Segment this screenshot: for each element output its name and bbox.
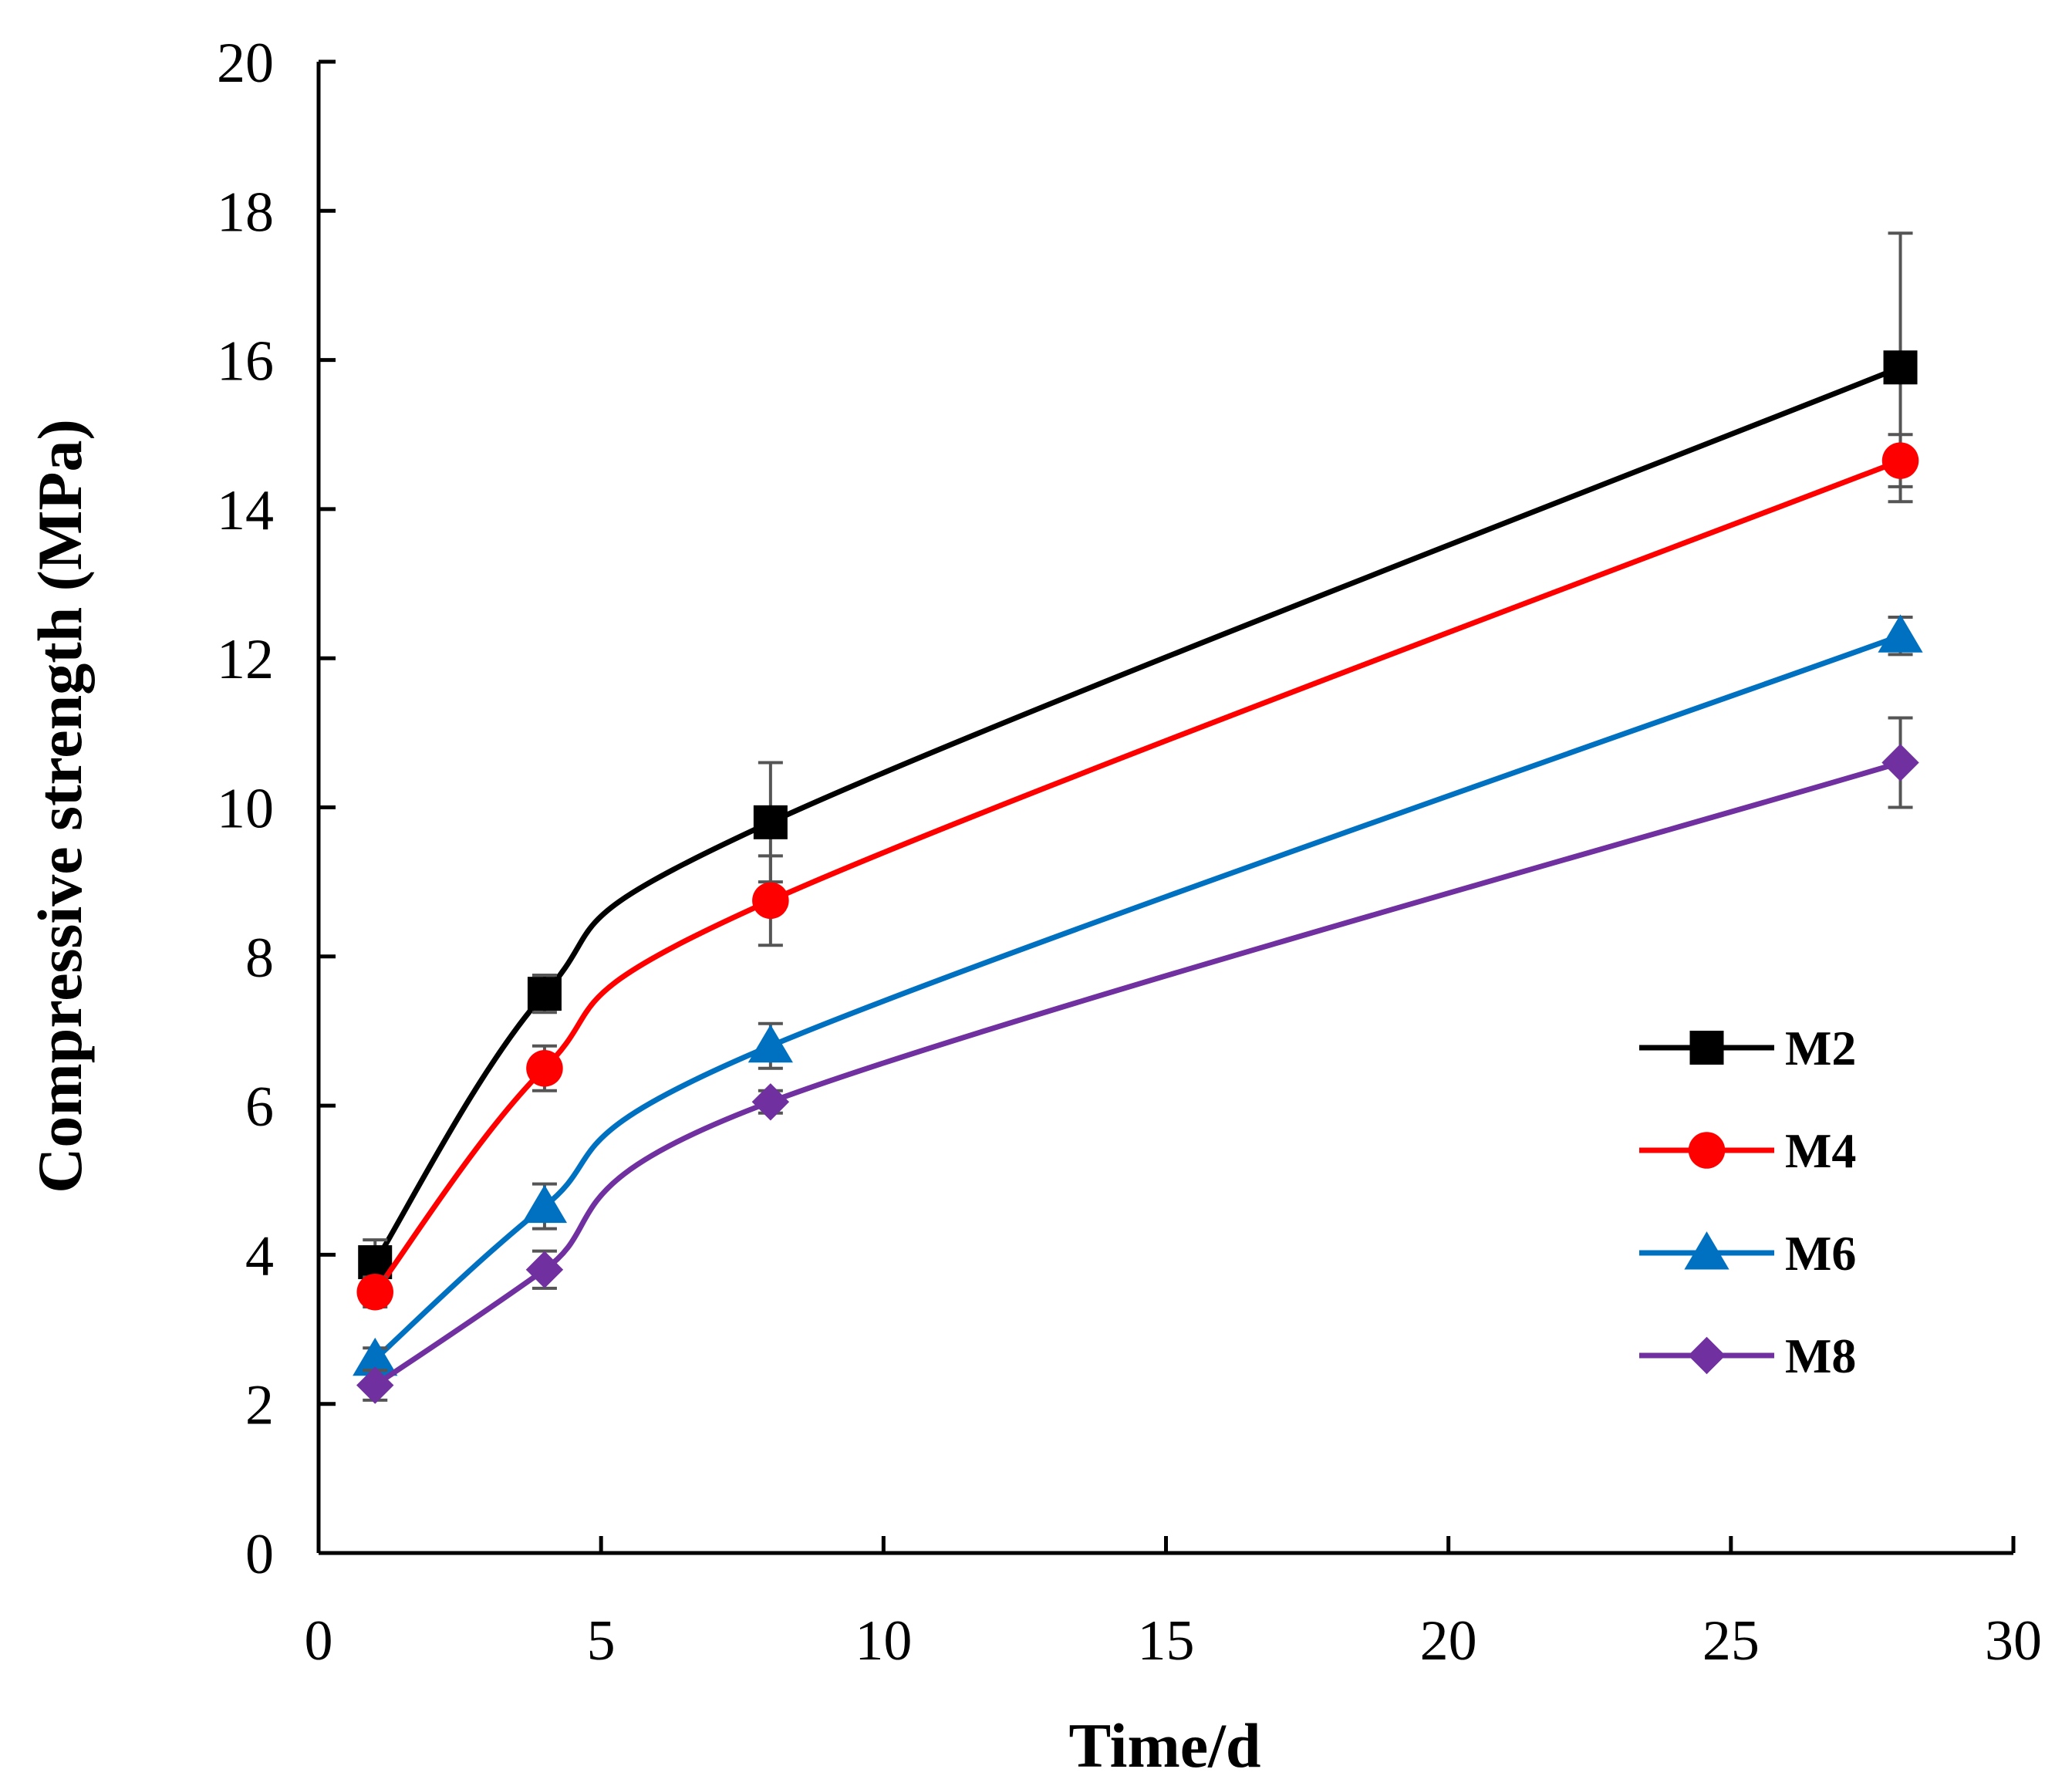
legend-marker: [1689, 1031, 1724, 1065]
legend-marker: [1688, 1336, 1726, 1375]
y-tick-label: 18: [217, 181, 274, 244]
data-point-m2: [1883, 350, 1918, 385]
x-tick-label: 15: [1138, 1609, 1195, 1673]
data-point-m8: [1881, 744, 1919, 782]
y-axis-title: Compressive strength (MPa): [25, 419, 95, 1193]
data-point-m8: [356, 1366, 394, 1404]
data-point-m4: [526, 1050, 563, 1087]
series-line-m8: [373, 760, 1902, 1388]
data-point-m4: [356, 1273, 393, 1311]
y-tick-label: 6: [245, 1075, 274, 1139]
y-tick-label: 12: [217, 628, 274, 691]
x-tick-label: 30: [1985, 1609, 2042, 1673]
x-tick-label: 0: [305, 1609, 333, 1673]
y-tick-label: 0: [245, 1523, 274, 1586]
legend-marker: [1688, 1132, 1726, 1169]
legend-marker: [1684, 1231, 1729, 1270]
y-tick-label: 20: [217, 32, 274, 95]
legend: M2 M4 M6 M8: [1639, 1021, 1856, 1383]
series-m2: [358, 231, 1918, 1287]
legend-item-m4: M4: [1639, 1123, 1856, 1178]
x-axis-title: Time/d: [1068, 1710, 1260, 1781]
y-tick-label: 16: [217, 330, 274, 393]
y-tick-label: 14: [217, 479, 274, 542]
data-point-m6: [521, 1184, 568, 1224]
legend-item-m2: M2: [1639, 1021, 1856, 1075]
data-point-m6: [747, 1024, 793, 1063]
data-point-m6: [353, 1337, 398, 1376]
series-m8: [356, 716, 1919, 1404]
data-point-m6: [1878, 614, 1923, 653]
data-point-m4: [1881, 442, 1919, 479]
x-tick-label: 10: [855, 1609, 912, 1673]
data-point-m8: [525, 1251, 564, 1288]
legend-label: M6: [1785, 1226, 1856, 1281]
y-tick-label: 4: [245, 1224, 274, 1288]
y-tick-label: 8: [245, 927, 274, 990]
legend-label: M8: [1785, 1329, 1856, 1383]
data-point-m8: [751, 1083, 790, 1121]
legend-item-m6: M6: [1639, 1226, 1856, 1281]
data-point-m2: [753, 805, 788, 839]
y-tick-label: 2: [245, 1374, 274, 1437]
data-point-m2: [527, 977, 562, 1011]
legend-label: M2: [1785, 1021, 1856, 1075]
series-layer: [353, 231, 1923, 1404]
data-point-m4: [752, 882, 789, 920]
x-tick-label: 25: [1702, 1609, 1760, 1673]
series-m6: [353, 614, 1923, 1376]
y-tick-label: 10: [217, 778, 274, 841]
axes: 0 2 4 6 8 10 12 14 16 18 20 0 5 10 15 20 25 30: [217, 32, 2042, 1673]
x-tick-label: 20: [1420, 1609, 1477, 1673]
legend-label: M4: [1785, 1123, 1856, 1178]
series-m4: [356, 433, 1919, 1311]
series-line-m2: [373, 365, 1902, 1264]
x-tick-label: 5: [587, 1609, 616, 1673]
legend-item-m8: M8: [1639, 1329, 1856, 1383]
series-line-m4: [373, 457, 1902, 1294]
